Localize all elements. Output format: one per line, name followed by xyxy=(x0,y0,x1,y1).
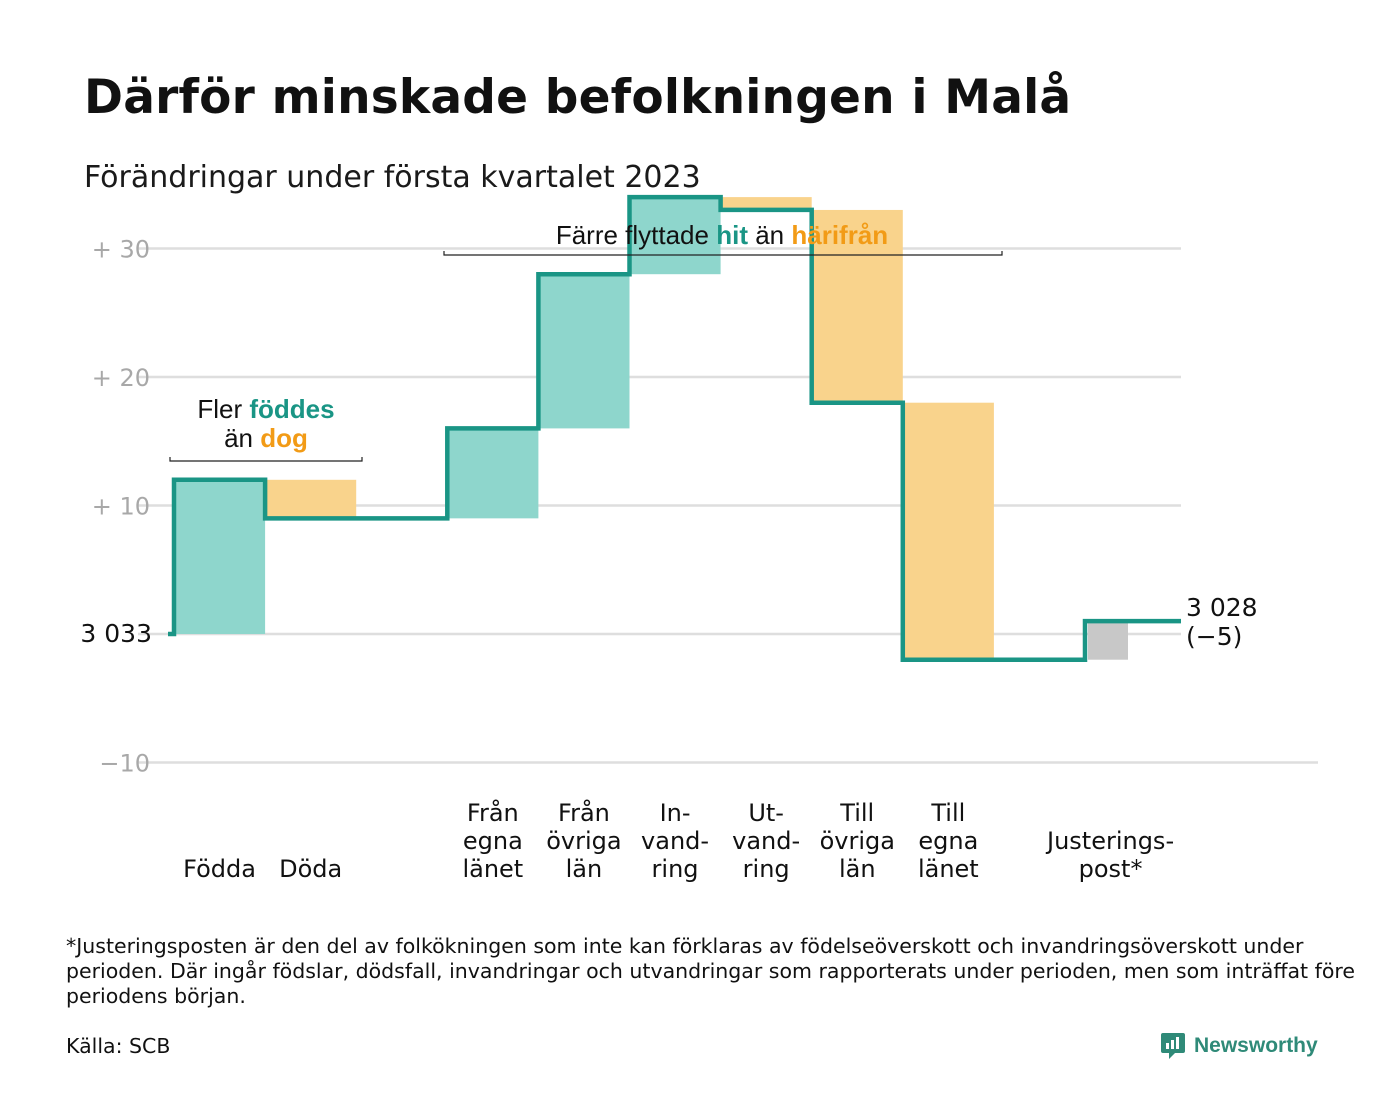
waterfall-line xyxy=(168,194,1181,662)
category-label: Ut-vand-ring xyxy=(732,799,800,883)
labels: + 30 + 20 + 10 −10 3 033 Födda Döda Från egna län… xyxy=(80,236,1257,884)
annotation-births-line1: Fler föddes xyxy=(197,394,334,424)
bar-out xyxy=(902,402,994,660)
y-tick-label: + 10 xyxy=(92,493,150,521)
end-value-label: 3 028 xyxy=(1186,593,1258,622)
chart-title: Därför minskade befolkningen i Malå xyxy=(84,70,1072,125)
bar-out xyxy=(265,479,357,519)
logo-text: Newsworthy xyxy=(1194,1034,1318,1057)
end-change-label: (−5) xyxy=(1186,622,1242,651)
bar-in xyxy=(447,428,539,519)
category-label: In-vand-ring xyxy=(641,799,709,883)
category-label: Födda xyxy=(183,855,256,883)
annotation-migration-bracket xyxy=(443,251,1003,256)
y-tick-label: + 30 xyxy=(92,236,150,264)
bar-in xyxy=(629,197,721,275)
annotation-births-bracket xyxy=(169,457,363,462)
newsworthy-chart-bubble-icon xyxy=(1161,1033,1185,1059)
annotation-births-line2: än dog xyxy=(224,423,308,453)
bar-adjust xyxy=(1088,621,1128,660)
bars xyxy=(174,197,1128,660)
y-tick-label: −10 xyxy=(99,750,150,778)
bar-in xyxy=(538,274,630,429)
waterfall-chart: + 30 + 20 + 10 −10 3 033 Födda Döda Från egna län… xyxy=(80,194,1318,884)
chart-subtitle: Förändringar under första kvartalet 2023 xyxy=(84,160,701,195)
source-note: Källa: SCB xyxy=(66,1034,171,1058)
category-label: Från egna länet xyxy=(462,798,523,883)
bar-out xyxy=(720,197,812,210)
category-label: Justerings-post* xyxy=(1045,827,1174,883)
category-label: Till egna länet xyxy=(918,799,979,883)
category-label: Till övriga län xyxy=(820,799,895,883)
step-line xyxy=(168,194,1181,662)
footnote: *Justeringsposten är den del av folkökni… xyxy=(66,934,1355,1008)
bar-out xyxy=(811,209,903,403)
bar-in xyxy=(174,479,266,634)
newsworthy-logo[interactable]: Newsworthy xyxy=(1160,1030,1318,1062)
y-tick-label: + 20 xyxy=(92,364,150,392)
category-label: Från övriga län xyxy=(546,798,621,883)
annotation-migration: Färre flyttade hit än härifrån xyxy=(556,220,888,250)
start-value-label: 3 033 xyxy=(80,619,152,648)
category-label: Döda xyxy=(279,855,342,883)
